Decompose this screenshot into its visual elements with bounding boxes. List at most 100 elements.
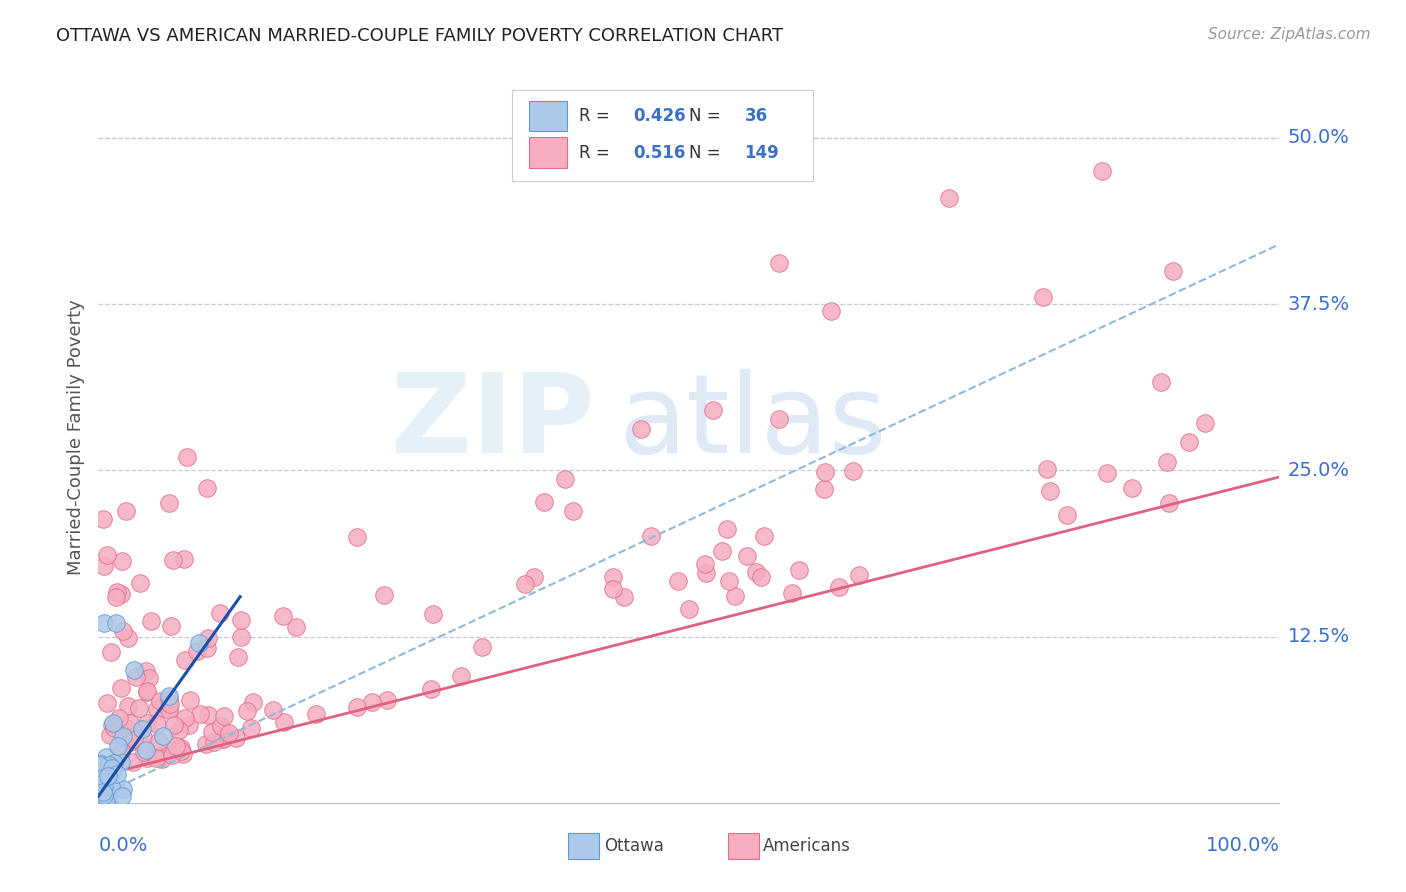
Point — [112, 781, 135, 796]
Point — [214, 708, 236, 723]
Point — [711, 544, 734, 558]
Point — [98, 758, 121, 772]
Point — [125, 670, 148, 684]
Point — [89, 794, 111, 808]
Point — [768, 412, 790, 426]
Point — [157, 702, 180, 716]
Point — [173, 551, 195, 566]
Point — [346, 530, 368, 544]
Point — [135, 750, 157, 764]
Point — [702, 403, 724, 417]
Point — [1056, 508, 1078, 523]
Point — [695, 558, 717, 572]
Point — [420, 682, 443, 697]
Point — [93, 780, 115, 795]
Text: 0.0%: 0.0% — [98, 836, 148, 855]
Point — [111, 789, 134, 804]
Point — [145, 751, 167, 765]
Point — [174, 653, 197, 667]
Point — [96, 548, 118, 562]
Point — [93, 616, 115, 631]
Point — [103, 756, 125, 770]
Point — [285, 619, 308, 633]
Point — [91, 785, 114, 799]
Point — [101, 718, 124, 732]
Point — [197, 640, 219, 655]
Point — [212, 731, 235, 746]
Point — [170, 740, 193, 755]
FancyBboxPatch shape — [568, 833, 599, 859]
Point — [91, 771, 114, 785]
Point — [666, 574, 689, 588]
Point — [132, 745, 155, 759]
Point — [1121, 481, 1143, 495]
Point — [231, 613, 253, 627]
Point — [304, 707, 326, 722]
Point — [262, 703, 284, 717]
Point — [149, 694, 172, 708]
Point — [114, 722, 136, 736]
Point — [97, 769, 120, 783]
Point — [160, 618, 183, 632]
Point — [93, 787, 115, 801]
Point — [754, 529, 776, 543]
Point — [1091, 164, 1114, 178]
Point — [145, 717, 167, 731]
Point — [450, 668, 472, 682]
Point — [848, 568, 870, 582]
FancyBboxPatch shape — [530, 137, 567, 168]
Point — [131, 731, 153, 745]
Point — [231, 630, 253, 644]
Point — [110, 587, 132, 601]
Point — [167, 723, 190, 737]
Point — [100, 644, 122, 658]
Point — [716, 522, 738, 536]
Point — [135, 664, 157, 678]
Point — [179, 693, 201, 707]
Point — [114, 504, 136, 518]
Point — [787, 563, 810, 577]
Point — [107, 739, 129, 754]
Point — [105, 766, 128, 780]
Point — [561, 504, 583, 518]
Point — [523, 570, 546, 584]
Point — [120, 716, 142, 731]
Point — [112, 624, 135, 639]
Point — [100, 764, 122, 779]
Point — [135, 742, 157, 756]
Text: 0.426: 0.426 — [634, 107, 686, 125]
Point — [226, 650, 249, 665]
Point — [152, 748, 174, 763]
Point — [745, 565, 768, 579]
Point — [90, 756, 112, 771]
Point — [131, 722, 153, 736]
Point — [602, 570, 624, 584]
Point — [136, 716, 159, 731]
Text: 36: 36 — [744, 107, 768, 125]
Point — [613, 590, 636, 604]
Text: atlas: atlas — [619, 369, 887, 476]
Point — [98, 794, 121, 808]
Point — [695, 566, 717, 580]
Point — [1178, 435, 1201, 450]
Point — [678, 602, 700, 616]
Point — [1194, 416, 1216, 430]
Point — [373, 588, 395, 602]
Point — [827, 580, 849, 594]
FancyBboxPatch shape — [530, 101, 567, 131]
Point — [90, 789, 112, 804]
Point — [94, 792, 117, 806]
Point — [100, 779, 122, 793]
Point — [186, 644, 208, 658]
Point — [138, 671, 160, 685]
Point — [135, 683, 157, 698]
Point — [117, 699, 139, 714]
Point — [117, 631, 139, 645]
Point — [128, 701, 150, 715]
Point — [1039, 484, 1062, 499]
Point — [93, 789, 115, 803]
Point — [135, 684, 157, 698]
Text: 0.516: 0.516 — [634, 144, 686, 161]
Y-axis label: Married-Couple Family Poverty: Married-Couple Family Poverty — [67, 299, 86, 575]
Point — [1156, 454, 1178, 468]
